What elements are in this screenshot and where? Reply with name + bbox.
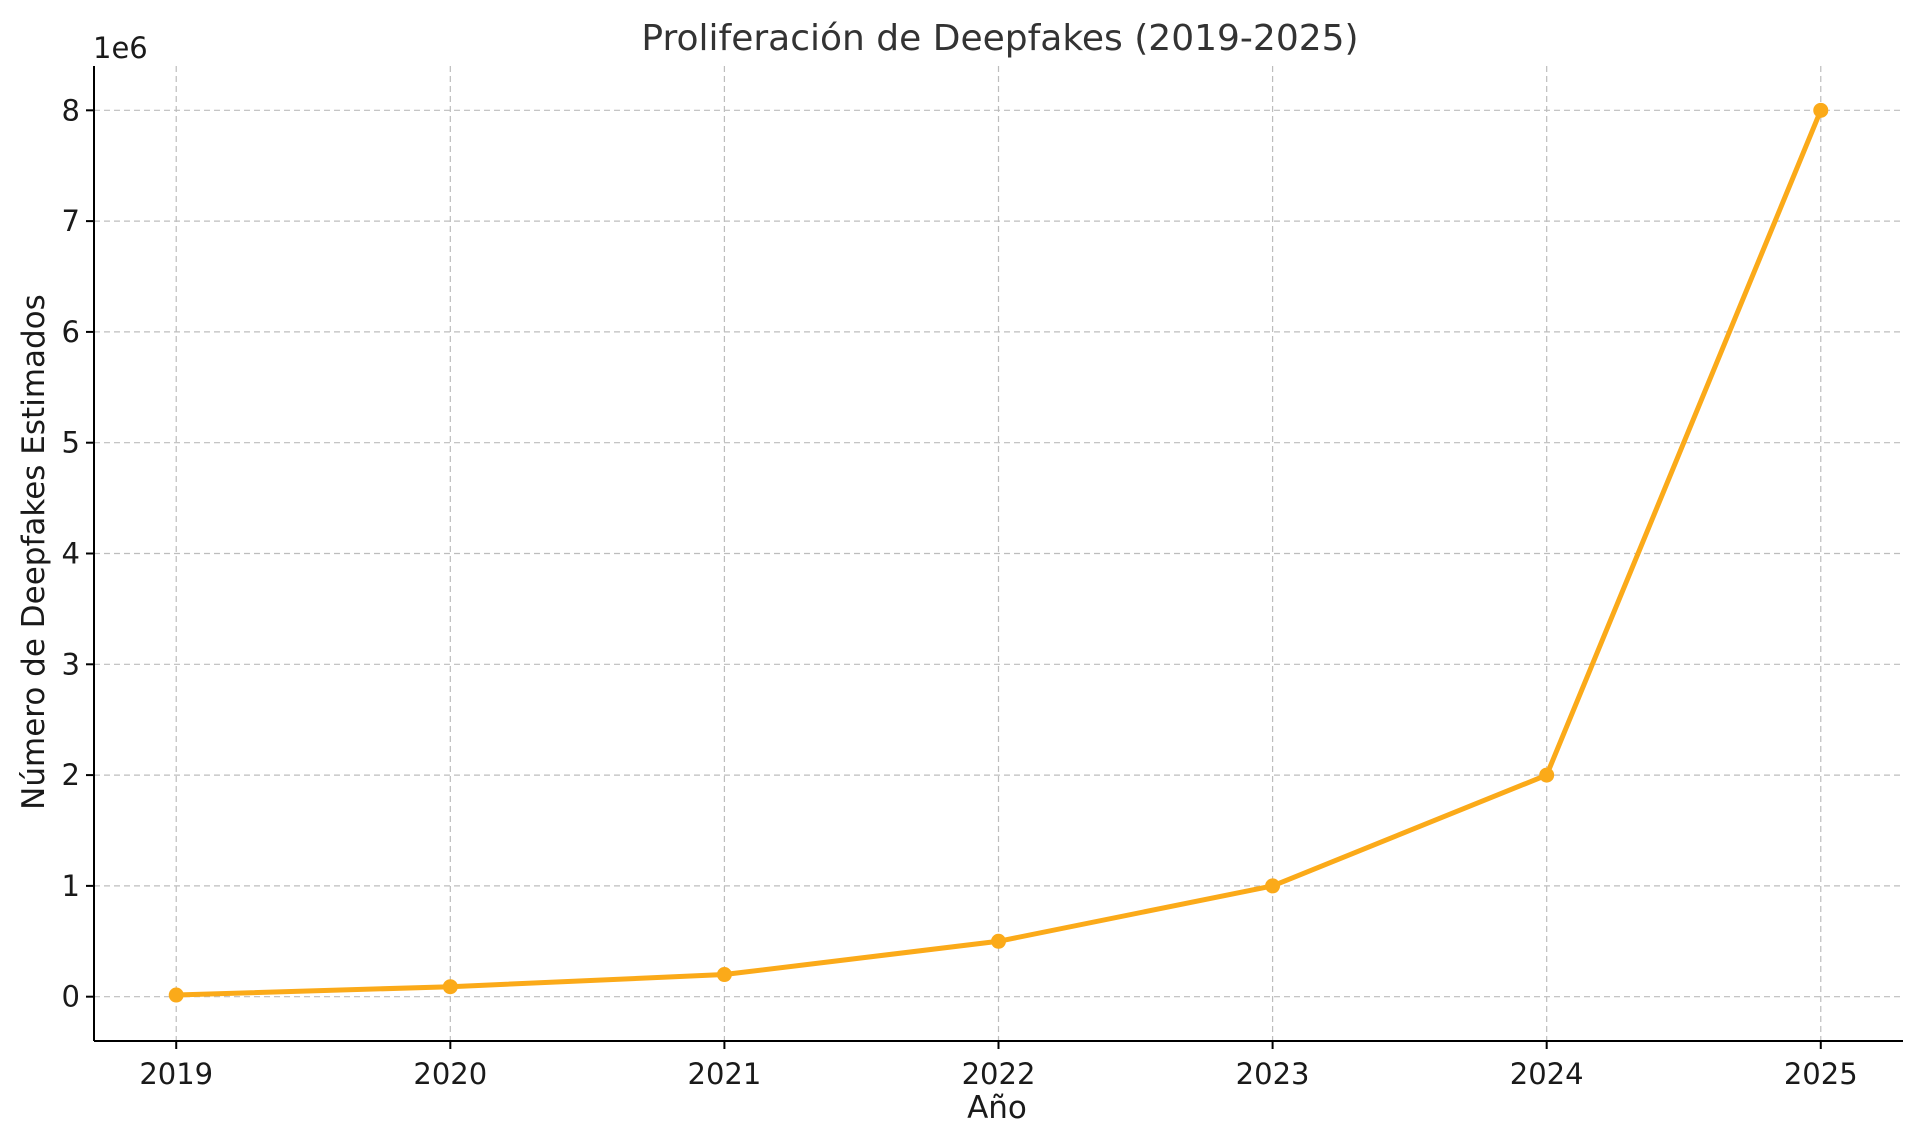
y-tick-label: 6 <box>62 315 80 349</box>
y-tick-label: 3 <box>62 647 80 681</box>
data-point-2019 <box>168 987 184 1003</box>
data-point-2024 <box>1539 767 1555 783</box>
data-point-2025 <box>1813 102 1829 118</box>
y-axis-offset-label: 1e6 <box>93 31 148 65</box>
x-tick-label: 2025 <box>1784 1057 1858 1091</box>
y-tick-label: 2 <box>62 758 80 792</box>
y-tick-label: 1 <box>62 869 80 903</box>
grid-layer <box>94 66 1903 1041</box>
y-tick-label: 5 <box>62 426 80 460</box>
series-line <box>173 107 1824 998</box>
data-point-2021 <box>716 967 732 983</box>
y-tick-label: 0 <box>62 980 80 1014</box>
data-point-2022 <box>991 933 1006 949</box>
y-tick-label: 4 <box>62 537 80 571</box>
ticks-layer: 2019 2020 2021 2022 2023 2024 2025 0 1 2 3 4 5 6 7 8 <box>62 93 1858 1091</box>
x-tick-label: 2023 <box>1236 1057 1310 1091</box>
x-tick-label: 2020 <box>413 1057 487 1091</box>
y-axis-label: Número de Deepfakes Estimados <box>16 294 52 810</box>
chart-title: Proliferación de Deepfakes (2019-2025) <box>641 18 1358 59</box>
x-tick-label: 2019 <box>139 1057 213 1091</box>
x-axis-label: Año <box>967 1090 1027 1126</box>
y-tick-label: 7 <box>62 204 80 238</box>
x-tick-label: 2024 <box>1510 1057 1584 1091</box>
y-tick-label: 8 <box>62 93 80 127</box>
data-point-2020 <box>442 979 458 995</box>
data-point-2023 <box>1265 878 1281 894</box>
series-layer <box>168 102 1829 1003</box>
x-tick-label: 2021 <box>688 1057 762 1091</box>
x-tick-label: 2022 <box>962 1057 1036 1091</box>
